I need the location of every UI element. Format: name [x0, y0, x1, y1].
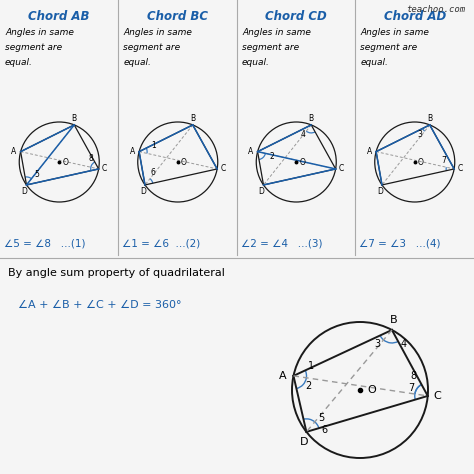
Text: 1: 1 — [309, 361, 315, 371]
Text: A: A — [129, 147, 135, 156]
Text: equal.: equal. — [124, 58, 151, 67]
Text: Angles in same: Angles in same — [361, 28, 429, 37]
Text: Chord AB: Chord AB — [28, 10, 90, 23]
Text: 2: 2 — [269, 152, 274, 161]
Text: Chord CD: Chord CD — [265, 10, 327, 23]
Text: B: B — [309, 114, 314, 123]
Text: C: C — [339, 164, 344, 173]
Text: 8: 8 — [88, 155, 93, 164]
Text: O: O — [62, 157, 68, 166]
Text: O: O — [181, 157, 187, 166]
Text: Angles in same: Angles in same — [124, 28, 192, 37]
Text: Angles in same: Angles in same — [242, 28, 311, 37]
Text: segment are: segment are — [242, 43, 299, 52]
Text: O: O — [418, 157, 424, 166]
Text: segment are: segment are — [361, 43, 418, 52]
Text: C: C — [434, 391, 442, 401]
Text: D: D — [140, 187, 146, 196]
Text: teachoo.com: teachoo.com — [406, 5, 465, 14]
Text: B: B — [72, 114, 77, 123]
Text: O: O — [299, 157, 305, 166]
Text: 4: 4 — [301, 130, 306, 139]
Text: equal.: equal. — [5, 58, 33, 67]
Text: 4: 4 — [401, 339, 407, 349]
Text: 1: 1 — [151, 141, 155, 150]
Text: ∠7 = ∠3   ...(4): ∠7 = ∠3 ...(4) — [359, 238, 441, 248]
Text: ∠1 = ∠6  ...(2): ∠1 = ∠6 ...(2) — [122, 238, 201, 248]
Text: segment are: segment are — [124, 43, 181, 52]
Text: 5: 5 — [318, 413, 325, 423]
Text: B: B — [427, 114, 432, 123]
Text: 7: 7 — [409, 383, 415, 393]
Text: 2: 2 — [305, 381, 311, 391]
Text: equal.: equal. — [361, 58, 388, 67]
Text: 6: 6 — [321, 425, 328, 435]
Text: 6: 6 — [151, 168, 155, 177]
Text: A: A — [248, 147, 253, 156]
Text: A: A — [11, 147, 16, 156]
Text: 3: 3 — [417, 130, 422, 139]
Text: ∠2 = ∠4   ...(3): ∠2 = ∠4 ...(3) — [241, 238, 322, 248]
Text: C: C — [220, 164, 226, 173]
Text: D: D — [21, 187, 27, 196]
Text: 7: 7 — [442, 156, 447, 165]
Text: segment are: segment are — [5, 43, 62, 52]
Text: A: A — [366, 147, 372, 156]
Text: B: B — [190, 114, 195, 123]
Text: Chord BC: Chord BC — [147, 10, 208, 23]
Text: 3: 3 — [374, 339, 380, 349]
Text: equal.: equal. — [242, 58, 270, 67]
Text: D: D — [300, 437, 309, 447]
Text: A: A — [279, 371, 286, 381]
Text: 5: 5 — [34, 171, 39, 180]
Text: ∠A + ∠B + ∠C + ∠D = 360°: ∠A + ∠B + ∠C + ∠D = 360° — [18, 300, 182, 310]
Text: By angle sum property of quadrilateral: By angle sum property of quadrilateral — [8, 268, 225, 278]
Text: 8: 8 — [410, 371, 417, 381]
Text: D: D — [258, 187, 264, 196]
Text: Angles in same: Angles in same — [5, 28, 74, 37]
Text: B: B — [390, 315, 398, 325]
Text: C: C — [457, 164, 463, 173]
Text: C: C — [102, 164, 107, 173]
Text: Chord AD: Chord AD — [383, 10, 446, 23]
Text: ∠5 = ∠8   ...(1): ∠5 = ∠8 ...(1) — [4, 238, 85, 248]
Text: O: O — [367, 385, 376, 395]
Text: D: D — [377, 187, 383, 196]
